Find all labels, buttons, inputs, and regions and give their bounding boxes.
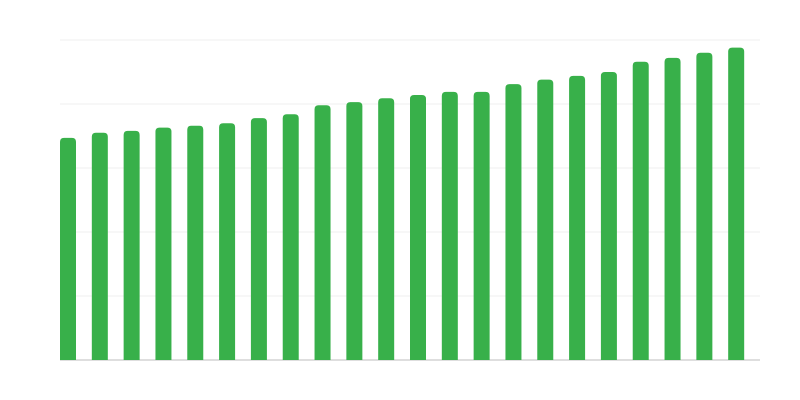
bar — [250, 118, 267, 360]
bar — [123, 130, 140, 360]
bar — [600, 72, 617, 360]
bar — [569, 75, 586, 360]
bar — [505, 84, 522, 360]
bar — [155, 127, 172, 361]
bar — [664, 57, 681, 361]
bar — [410, 95, 426, 360]
bar — [728, 47, 745, 361]
bar — [219, 123, 236, 360]
bar — [60, 137, 76, 360]
bar — [696, 52, 713, 361]
bar — [346, 102, 363, 360]
bar — [473, 91, 490, 360]
bar — [632, 61, 649, 360]
bar — [91, 132, 108, 360]
bar — [441, 91, 458, 360]
bar — [378, 98, 395, 361]
bar — [187, 125, 204, 360]
bar — [314, 105, 331, 360]
bar — [282, 114, 299, 361]
bar — [537, 79, 554, 361]
